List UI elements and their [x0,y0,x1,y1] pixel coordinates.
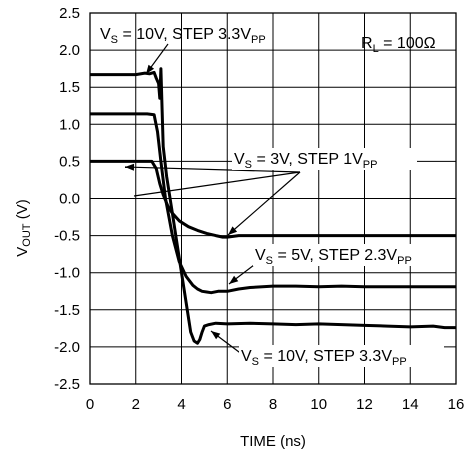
series-line [90,112,456,295]
arrow-bottom-head [211,331,221,340]
annotation-load: RL = 100Ω [361,35,436,55]
annotation-low-bg [253,244,455,266]
x-tick-label: 4 [177,396,185,413]
y-tick-label: 0.0 [59,191,80,208]
arrow-low-head [229,275,239,284]
annotation-low: VS = 5V, STEP 2.3VPP [255,247,412,267]
x-axis-label: TIME (ns) [240,433,306,450]
x-tick-label: 16 [448,396,465,413]
series-line [90,67,456,345]
plot-frame [89,12,457,385]
arrow-mid-base [133,171,301,197]
y-tick-label: 1.5 [59,79,80,96]
x-tick-label: 10 [310,396,327,413]
y-axis-label: VOUT (V) [14,199,33,256]
annotation-mid-bg [232,148,417,170]
arrow-mid-right [227,171,301,236]
y-tick-label: -2.5 [54,376,80,393]
arrow-mid-left [124,166,301,173]
x-tick-label: 12 [356,396,373,413]
x-tick-label: 8 [269,396,277,413]
y-tick-label: -2.0 [54,339,80,356]
series-group [90,67,456,345]
y-tick-label: 2.5 [59,5,80,22]
grid [89,12,457,385]
y-tick-label: 2.0 [59,42,80,59]
y-tick-label: -1.0 [54,265,80,282]
y-axis-ticks: 2.5 2.0 1.5 1.0 0.5 0.0 -0.5 -1.0 -1.5 -2.0 -2.5 [54,5,80,393]
y-tick-label: 1.0 [59,116,80,133]
annotation-top: VS = 10V, STEP 3.3VPP [100,26,266,46]
y-tick-label: -0.5 [54,228,80,245]
x-tick-label: 2 [132,396,140,413]
y-tick-label: -1.5 [54,302,80,319]
x-tick-label: 14 [402,396,419,413]
x-tick-label: 0 [86,396,94,413]
annotation-bottom-bg [239,345,444,367]
x-axis-ticks: 0 2 4 6 8 10 12 14 16 [86,396,465,413]
series-line [90,159,456,239]
annotation-bottom: VS = 10V, STEP 3.3VPP [241,348,407,368]
annotation-mid: VS = 3V, STEP 1VPP [234,151,377,171]
annotation-arrows [124,43,301,356]
arrow-mid-left-head [125,163,135,171]
arrow-mid-right-head [228,226,238,235]
y-tick-label: 0.5 [59,153,80,170]
x-tick-label: 6 [223,396,231,413]
arrow-top-head [146,64,155,74]
